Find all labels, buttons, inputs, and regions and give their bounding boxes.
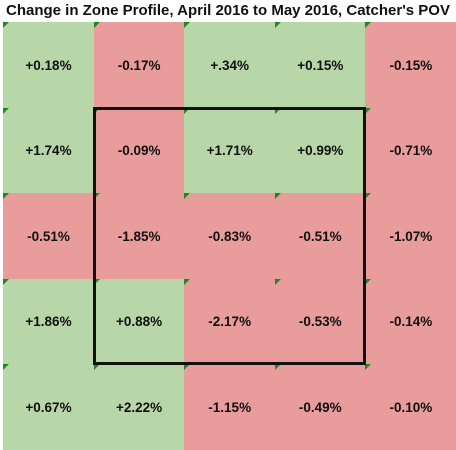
zone-cell: -0.10% [365, 364, 456, 450]
cell-marker-icon [365, 364, 372, 371]
zone-cell: -0.51% [274, 193, 366, 280]
zone-cell: -0.53% [274, 278, 366, 365]
cell-value: -0.71% [389, 143, 433, 159]
cell-marker-icon [184, 278, 191, 285]
zone-cell: -1.85% [93, 193, 185, 280]
cell-marker-icon [93, 193, 100, 200]
cell-marker-icon [93, 107, 100, 114]
cell-value: +1.86% [25, 314, 72, 330]
zone-grid: +0.18% -0.17% +.34% +0.15% -0.15% +1.74% -0.09… [3, 22, 456, 450]
cell-value: +0.99% [297, 143, 344, 159]
zone-cell: -2.17% [184, 278, 276, 365]
zone-cell: -1.07% [365, 193, 456, 280]
zone-cell: -0.71% [365, 107, 456, 194]
cell-value: +1.71% [206, 143, 253, 159]
zone-cell: +0.18% [3, 22, 94, 108]
zone-cell: +2.22% [93, 364, 185, 450]
zone-cell: +0.67% [3, 364, 94, 450]
zone-cell: +1.74% [3, 107, 94, 194]
zone-cell: +1.86% [3, 278, 94, 365]
cell-value: +0.67% [25, 399, 72, 415]
cell-marker-icon [365, 107, 372, 114]
cell-marker-icon [365, 278, 372, 285]
cell-value: -0.09% [117, 143, 161, 159]
cell-marker-icon [274, 22, 281, 28]
cell-value: -0.83% [208, 228, 252, 244]
cell-value: +.34% [210, 57, 250, 73]
cell-value: +1.74% [25, 143, 72, 159]
cell-value: -0.51% [27, 228, 70, 244]
cell-marker-icon [274, 278, 281, 285]
chart-title: Change in Zone Profile, April 2016 to Ma… [6, 2, 450, 19]
zone-cell: -0.14% [365, 278, 456, 365]
cell-value: -0.14% [389, 314, 433, 330]
cell-value: -0.10% [389, 399, 433, 415]
cell-marker-icon [365, 193, 372, 200]
cell-value: -0.51% [298, 228, 342, 244]
cell-marker-icon [184, 22, 191, 28]
cell-value: -0.53% [298, 314, 342, 330]
zone-cell: +1.71% [184, 107, 276, 194]
cell-marker-icon [365, 22, 372, 28]
cell-value: -1.07% [389, 228, 433, 244]
cell-value: +0.18% [25, 57, 72, 73]
zone-cell: -1.15% [184, 364, 276, 450]
cell-marker-icon [184, 193, 191, 200]
cell-marker-icon [3, 22, 9, 28]
cell-marker-icon [93, 364, 100, 371]
cell-value: -0.15% [389, 57, 433, 73]
cell-marker-icon [274, 107, 281, 114]
cell-value: -2.17% [208, 314, 252, 330]
cell-value: +0.88% [116, 314, 163, 330]
cell-marker-icon [93, 22, 100, 28]
cell-marker-icon [93, 278, 100, 285]
zone-cell: +0.88% [93, 278, 185, 365]
cell-marker-icon [3, 364, 9, 371]
zone-cell: +0.15% [274, 22, 366, 108]
cell-marker-icon [3, 193, 9, 200]
zone-cell: +.34% [184, 22, 276, 108]
cell-value: -1.15% [208, 399, 252, 415]
zone-cell: -0.49% [274, 364, 366, 450]
zone-cell: -0.83% [184, 193, 276, 280]
cell-marker-icon [184, 364, 191, 371]
zone-cell: -0.15% [365, 22, 456, 108]
cell-value: +2.22% [116, 399, 163, 415]
cell-marker-icon [3, 278, 9, 285]
cell-marker-icon [274, 364, 281, 371]
cell-marker-icon [274, 193, 281, 200]
zone-cell: -0.17% [93, 22, 185, 108]
cell-marker-icon [3, 107, 9, 114]
cell-value: -1.85% [117, 228, 161, 244]
cell-marker-icon [184, 107, 191, 114]
zone-cell: -0.09% [93, 107, 185, 194]
cell-value: -0.49% [298, 399, 342, 415]
cell-value: -0.17% [117, 57, 161, 73]
zone-cell: +0.99% [274, 107, 366, 194]
zone-cell: -0.51% [3, 193, 94, 280]
cell-value: +0.15% [297, 57, 344, 73]
